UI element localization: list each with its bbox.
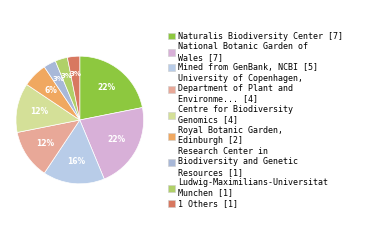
Text: 16%: 16% bbox=[66, 157, 85, 166]
Text: 22%: 22% bbox=[97, 84, 115, 92]
Text: 6%: 6% bbox=[44, 86, 57, 95]
Wedge shape bbox=[80, 56, 142, 120]
Text: 3%: 3% bbox=[69, 71, 81, 77]
Text: 3%: 3% bbox=[60, 73, 73, 79]
Legend: Naturalis Biodiversity Center [7], National Botanic Garden of
Wales [7], Mined f: Naturalis Biodiversity Center [7], Natio… bbox=[168, 32, 344, 208]
Wedge shape bbox=[16, 84, 80, 132]
Wedge shape bbox=[44, 120, 104, 184]
Wedge shape bbox=[17, 120, 80, 173]
Wedge shape bbox=[27, 67, 80, 120]
Text: 12%: 12% bbox=[30, 108, 48, 116]
Text: 12%: 12% bbox=[36, 138, 54, 148]
Text: 3%: 3% bbox=[52, 77, 64, 83]
Wedge shape bbox=[44, 61, 80, 120]
Wedge shape bbox=[67, 56, 80, 120]
Wedge shape bbox=[80, 108, 144, 179]
Wedge shape bbox=[55, 57, 80, 120]
Text: 22%: 22% bbox=[107, 135, 125, 144]
